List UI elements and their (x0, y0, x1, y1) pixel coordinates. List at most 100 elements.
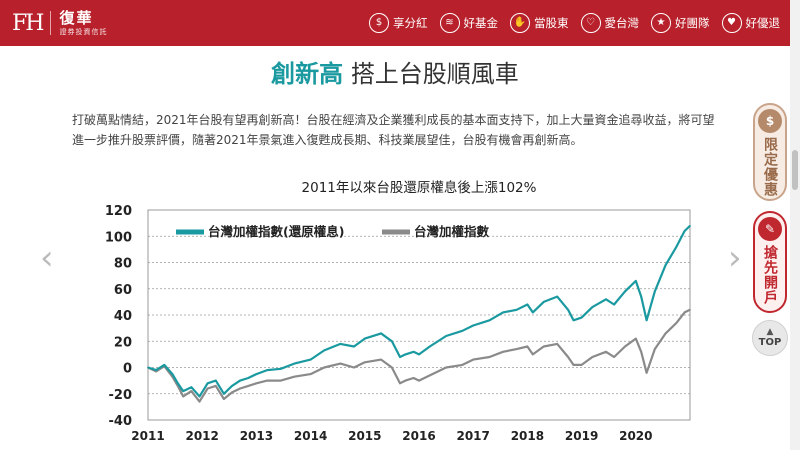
limited-offer-button[interactable]: $ 限定優惠 (753, 103, 787, 201)
x-tick-label: 2018 (511, 429, 544, 443)
data-point (239, 379, 241, 382)
title-rest: 搭上台股順風車 (350, 60, 519, 88)
data-point (502, 311, 504, 314)
y-tick-label: 0 (123, 362, 132, 377)
data-point (461, 364, 464, 366)
data-point (353, 345, 355, 348)
data-point (664, 264, 667, 266)
logo-mark: FH (12, 10, 44, 36)
data-point (624, 345, 626, 348)
data-point (190, 390, 193, 392)
y-tick-label: 100 (105, 230, 132, 245)
back-to-top-button[interactable]: ▲ TOP (752, 320, 788, 356)
data-point (364, 361, 366, 364)
data-point (675, 322, 678, 324)
data-point (683, 230, 686, 232)
dollar-icon: $ (369, 13, 389, 33)
data-point (653, 290, 656, 293)
nav-item-love-taiwan[interactable]: ♡ 愛台灣 (580, 13, 640, 33)
data-point (445, 366, 447, 369)
carousel-prev-arrow-icon[interactable]: ‹ (40, 238, 54, 278)
series-line (147, 225, 691, 398)
data-point (255, 373, 258, 375)
nav-item-retirement[interactable]: ♥ 好優退 (721, 13, 780, 33)
y-tick-label: 80 (114, 257, 132, 272)
data-point (515, 348, 518, 350)
data-point (613, 356, 615, 358)
data-point (323, 349, 325, 352)
coin-stack-icon: ≋ (439, 13, 460, 33)
logo-divider (50, 11, 52, 35)
data-point (171, 373, 174, 375)
data-point (223, 392, 225, 395)
data-point (399, 356, 401, 358)
data-point (399, 382, 401, 385)
data-point (266, 369, 269, 371)
data-point (624, 290, 626, 293)
data-point (640, 350, 643, 353)
data-point (526, 303, 529, 306)
x-tick-label: 2012 (185, 429, 218, 443)
nav-label: 好基金 (463, 16, 499, 30)
data-point (418, 353, 420, 356)
y-tick-label: -20 (109, 388, 133, 403)
nav-label: 享分紅 (393, 16, 428, 30)
data-point (247, 385, 250, 387)
site-header: FH 復華 證券投資信託 $ 享分紅 ≋ 好基金 ✋ 當股東 ♡ 愛台灣 ★ 好… (0, 0, 790, 46)
x-tick-label: 2016 (402, 429, 435, 443)
open-account-button[interactable]: ✎ 搶先開戶 (753, 211, 787, 313)
data-point (580, 316, 583, 319)
data-point (182, 395, 185, 398)
y-tick-label: -40 (109, 414, 133, 429)
brand-logo[interactable]: FH 復華 證券投資信託 (12, 10, 107, 36)
data-point (542, 301, 545, 303)
chart-title: 2011年以來台股還原權息後上漲102% (302, 179, 537, 196)
intro-paragraph: 打破萬點情結，2021年台股有望再創新高！台股在經濟及企業獲利成長的基本面支持下… (72, 113, 715, 147)
data-point (572, 319, 575, 322)
page-scrollbar[interactable] (790, 0, 800, 450)
data-point (279, 379, 282, 382)
nav-item-shareholder[interactable]: ✋ 當股東 (510, 13, 569, 33)
x-tick-label: 2015 (348, 429, 381, 443)
chart-container: 2011年以來台股還原權息後上漲102% -40 -20 0 20 40 60 80 100 12… (100, 176, 710, 450)
data-point (198, 400, 201, 403)
page-title: 創新高 搭上台股順風車 (0, 54, 790, 89)
data-point (231, 385, 233, 387)
data-point (255, 382, 258, 385)
nav-item-good-team[interactable]: ★ 好團隊 (651, 13, 710, 33)
y-tick-label: 40 (114, 309, 132, 324)
data-point (683, 311, 686, 314)
data-point (353, 366, 355, 369)
data-point (163, 364, 166, 366)
data-point (418, 379, 420, 382)
data-point (567, 308, 569, 311)
top-nav: $ 享分紅 ≋ 好基金 ✋ 當股東 ♡ 愛台灣 ★ 好團隊 ♥ 好優退 (369, 0, 780, 46)
data-point (206, 387, 209, 390)
nav-item-good-fund[interactable]: ≋ 好基金 (439, 13, 499, 33)
scrollbar-thumb[interactable] (792, 150, 798, 190)
nav-label: 愛台灣 (604, 16, 640, 30)
data-point (605, 298, 607, 301)
data-point (339, 343, 342, 345)
carousel-next-arrow-icon[interactable]: › (728, 238, 742, 278)
data-point (640, 295, 643, 298)
data-point (239, 387, 241, 390)
data-point (532, 353, 534, 356)
nav-item-dividend[interactable]: $ 享分紅 (369, 13, 428, 33)
open-account-label: 搶先開戶 (762, 245, 778, 305)
data-point (279, 368, 282, 370)
x-tick-label: 2013 (240, 429, 273, 443)
data-point (645, 371, 648, 374)
data-point (391, 366, 393, 369)
data-point (177, 382, 179, 385)
data-point (147, 366, 149, 369)
logo-text: 復華 證券投資信託 (59, 10, 107, 36)
data-point (515, 308, 518, 311)
data-point (556, 295, 559, 298)
data-point (580, 364, 583, 366)
data-point (635, 337, 637, 340)
data-point (556, 343, 559, 345)
nav-label: 當股東 (534, 16, 569, 30)
data-point (323, 366, 325, 369)
x-tick-label: 2014 (294, 429, 327, 443)
